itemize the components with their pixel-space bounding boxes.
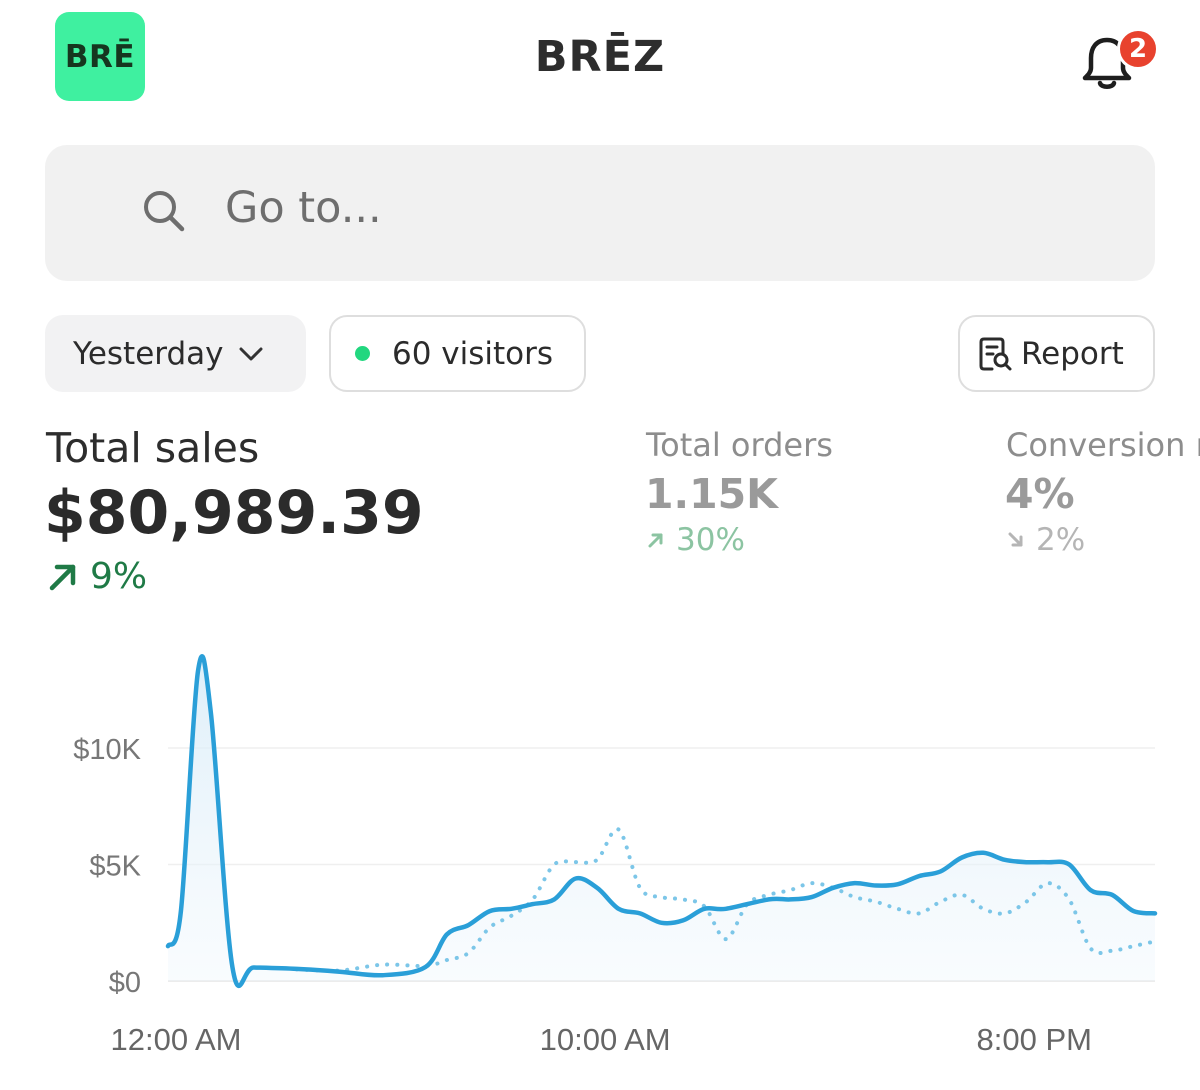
- report-button[interactable]: Report: [958, 315, 1155, 392]
- search-input[interactable]: Go to...: [225, 183, 382, 233]
- notifications-button[interactable]: 2: [1078, 28, 1159, 94]
- y-tick-label: $5K: [89, 851, 141, 883]
- report-label: Report: [1021, 335, 1124, 372]
- total-sales-label: Total sales: [46, 424, 260, 472]
- total-orders-change-value: 30%: [676, 522, 745, 558]
- y-tick-label: $0: [109, 967, 141, 999]
- sales-series-line: [165, 654, 1158, 988]
- search-icon: [144, 191, 185, 232]
- app-logo[interactable]: BRĒ: [55, 12, 145, 101]
- x-tick-label: 12:00 AM: [111, 1022, 242, 1057]
- notification-count-badge: 2: [1117, 28, 1159, 70]
- total-sales-change: 9%: [46, 556, 147, 597]
- app-title: BRĒZ: [534, 32, 666, 82]
- logo-text: BRĒ: [64, 38, 136, 75]
- visitors-label: 60 visitors: [392, 335, 554, 372]
- chevron-down-icon: [239, 347, 262, 360]
- conversion-rate-label: Conversion r: [1006, 426, 1200, 464]
- total-orders-value: 1.15K: [645, 470, 778, 518]
- conversion-rate-change: 2%: [1006, 522, 1085, 558]
- comparison-series-line: [294, 827, 1157, 973]
- total-sales-change-value: 9%: [90, 556, 148, 597]
- series-area-fill: [168, 656, 1155, 986]
- arrow-down-right-icon: [1008, 532, 1023, 547]
- total-orders-label: Total orders: [646, 426, 833, 464]
- x-tick-label: 10:00 AM: [540, 1022, 671, 1057]
- conversion-rate-change-value: 2%: [1036, 522, 1086, 558]
- arrow-up-right-icon: [648, 533, 663, 548]
- live-status-dot: [355, 346, 370, 361]
- total-orders-change: 30%: [646, 522, 745, 558]
- x-tick-label: 8:00 PM: [977, 1022, 1092, 1057]
- total-sales-value: $80,989.39: [44, 478, 424, 548]
- conversion-rate-value: 4%: [1005, 470, 1075, 518]
- period-label: Yesterday: [73, 335, 224, 372]
- arrow-up-right-icon: [49, 564, 76, 590]
- y-tick-label: $10K: [73, 734, 141, 766]
- period-dropdown[interactable]: Yesterday: [45, 315, 306, 392]
- sales-line-chart: $0 $5K $10K 12:00 AM 10:00 AM 8:00 PM: [73, 654, 1158, 1057]
- search-bar[interactable]: Go to...: [45, 145, 1155, 281]
- live-visitors-button[interactable]: 60 visitors: [329, 315, 586, 392]
- sales-chart[interactable]: $0 $5K $10K 12:00 AM 10:00 AM 8:00 PM: [0, 620, 1200, 1090]
- report-icon: [979, 337, 1012, 370]
